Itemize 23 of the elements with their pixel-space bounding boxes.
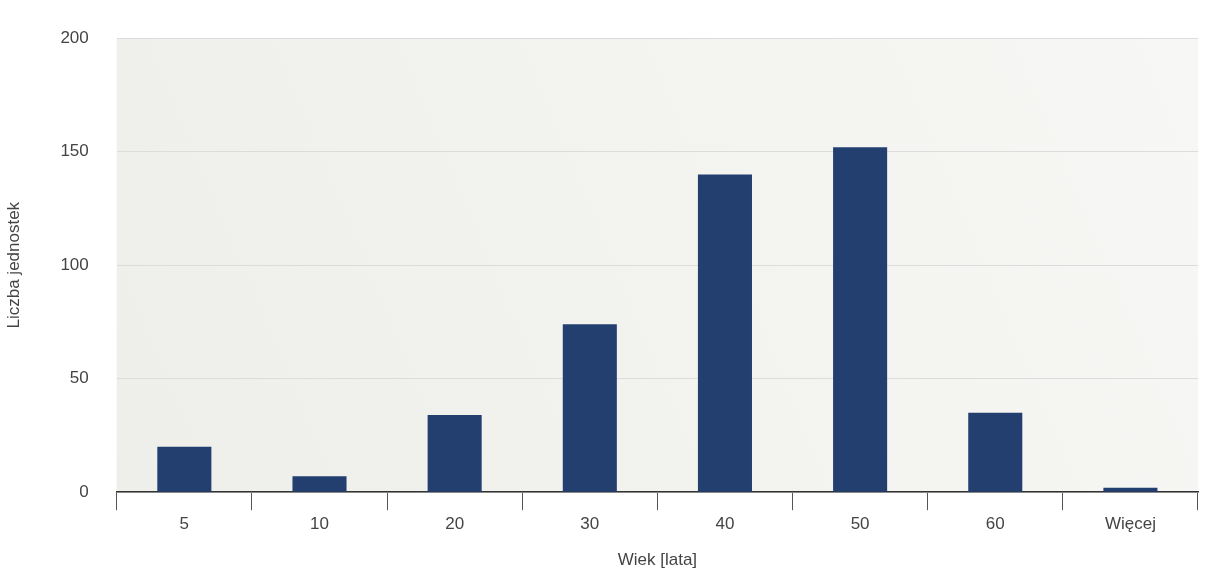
- x-tick-label: 30: [580, 514, 600, 534]
- x-tick-label: 20: [445, 514, 465, 534]
- x-tick-label: 40: [715, 514, 735, 534]
- y-tick-label: 200: [60, 27, 89, 47]
- bar: [292, 476, 347, 492]
- bar: [833, 147, 888, 492]
- bar: [427, 415, 482, 492]
- y-tick-label: 0: [79, 481, 89, 501]
- bar: [157, 446, 212, 492]
- x-tick-label: 60: [985, 514, 1005, 534]
- x-tick-label: 50: [850, 514, 870, 534]
- bar: [697, 174, 752, 492]
- x-axis-title: Wiek [lata]: [617, 550, 698, 570]
- y-axis-title: Liczba jednostek: [3, 201, 23, 329]
- x-tick-label: 10: [310, 514, 329, 534]
- x-tick-label: 5: [179, 514, 190, 534]
- x-tick-label: Więcej: [1104, 514, 1156, 534]
- bar: [562, 324, 617, 492]
- bar: [968, 412, 1023, 492]
- y-tick-label: 150: [60, 141, 89, 161]
- bar: [1103, 487, 1158, 492]
- y-tick-label: 50: [69, 368, 89, 388]
- y-tick-label: 100: [60, 254, 89, 274]
